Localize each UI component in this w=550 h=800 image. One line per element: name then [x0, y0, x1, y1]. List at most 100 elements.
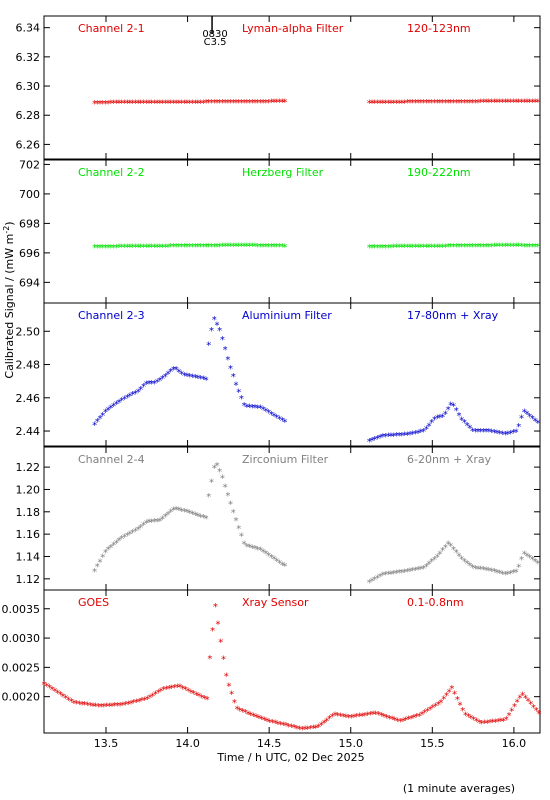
data-point: *	[497, 98, 502, 109]
data-point: *	[157, 517, 162, 528]
data-point: *	[195, 374, 200, 385]
data-point: *	[171, 98, 176, 109]
data-point: *	[244, 542, 249, 553]
data-point: *	[255, 242, 260, 253]
data-point: *	[106, 243, 111, 254]
data-point: *	[489, 427, 494, 438]
data-point: *	[250, 403, 255, 414]
data-point: *	[206, 341, 211, 352]
data-point: *	[172, 683, 177, 694]
data-point: *	[399, 243, 404, 254]
data-point: *	[454, 242, 459, 253]
data-point: *	[335, 711, 340, 722]
data-point: *	[126, 699, 131, 710]
data-point: *	[245, 709, 250, 720]
data-point: *	[484, 98, 489, 109]
data-point: *	[435, 552, 440, 563]
data-point: *	[193, 510, 198, 521]
data-point: *	[367, 99, 372, 110]
data-point: *	[92, 567, 97, 578]
data-point: *	[206, 98, 211, 109]
data-point: *	[516, 422, 521, 433]
data-point: *	[187, 372, 192, 383]
panel-label-name: Channel 2-3	[78, 309, 145, 322]
data-point: *	[157, 99, 162, 110]
data-point: *	[397, 243, 402, 254]
data-point: *	[375, 574, 380, 585]
data-point: *	[319, 721, 324, 732]
data-point: *	[220, 242, 225, 253]
data-point: *	[376, 710, 381, 721]
data-point: *	[117, 536, 122, 547]
data-point: *	[98, 414, 103, 425]
data-point: *	[369, 576, 374, 587]
data-point: *	[214, 461, 219, 472]
data-point: *	[533, 557, 538, 568]
data-point: *	[187, 242, 192, 253]
data-point: *	[527, 412, 532, 423]
data-point: *	[419, 710, 424, 721]
data-point: *	[484, 242, 489, 253]
data-point: *	[106, 545, 111, 556]
data-point: *	[451, 402, 456, 413]
data-point: *	[503, 570, 508, 581]
data-point: *	[413, 565, 418, 576]
data-point: *	[519, 242, 524, 253]
data-point: *	[217, 98, 222, 109]
data-point: *	[505, 430, 510, 441]
data-point: *	[497, 429, 502, 440]
data-point: *	[177, 682, 182, 693]
data-point: *	[369, 99, 374, 110]
data-point: *	[150, 691, 155, 702]
data-point: *	[400, 716, 405, 727]
data-point: *	[424, 425, 429, 436]
panel-label-name: GOES	[78, 596, 109, 609]
data-point: *	[511, 568, 516, 579]
data-point: *	[289, 722, 294, 733]
data-point: *	[114, 538, 119, 549]
data-point: *	[209, 326, 214, 337]
data-point: *	[179, 242, 184, 253]
data-point: *	[118, 701, 123, 712]
data-point: *	[486, 427, 491, 438]
data-point: *	[297, 724, 302, 735]
data-point: *	[433, 702, 438, 713]
data-point: *	[239, 242, 244, 253]
data-point: *	[108, 404, 113, 415]
data-point: *	[435, 413, 440, 424]
data-point: *	[226, 682, 231, 693]
data-point: *	[125, 99, 130, 110]
data-point: *	[440, 412, 445, 423]
data-point: *	[258, 98, 263, 109]
data-point: *	[163, 372, 168, 383]
data-point: *	[413, 429, 418, 440]
data-point: *	[405, 567, 410, 578]
data-point: *	[160, 99, 165, 110]
panel-label-filter: Aluminium Filter	[242, 309, 332, 322]
data-point: *	[465, 559, 470, 570]
data-point: *	[117, 243, 122, 254]
data-point: *	[130, 390, 135, 401]
data-point: *	[367, 243, 372, 254]
data-point: *	[127, 392, 132, 403]
data-point: *	[473, 98, 478, 109]
data-point: *	[503, 242, 508, 253]
data-point: *	[473, 564, 478, 575]
data-point: *	[454, 548, 459, 559]
data-point: *	[498, 717, 503, 728]
data-point: *	[462, 557, 467, 568]
data-point: *	[378, 433, 383, 444]
data-point: *	[280, 416, 285, 427]
data-point: *	[100, 99, 105, 110]
data-point: *	[383, 432, 388, 443]
data-point: *	[330, 712, 335, 723]
data-point: *	[258, 242, 263, 253]
data-point: *	[497, 569, 502, 580]
data-point: *	[263, 407, 268, 418]
data-point: *	[496, 717, 501, 728]
data-point: *	[533, 242, 538, 253]
data-point: *	[237, 706, 242, 717]
data-point: *	[155, 517, 160, 528]
data-point: *	[528, 700, 533, 711]
